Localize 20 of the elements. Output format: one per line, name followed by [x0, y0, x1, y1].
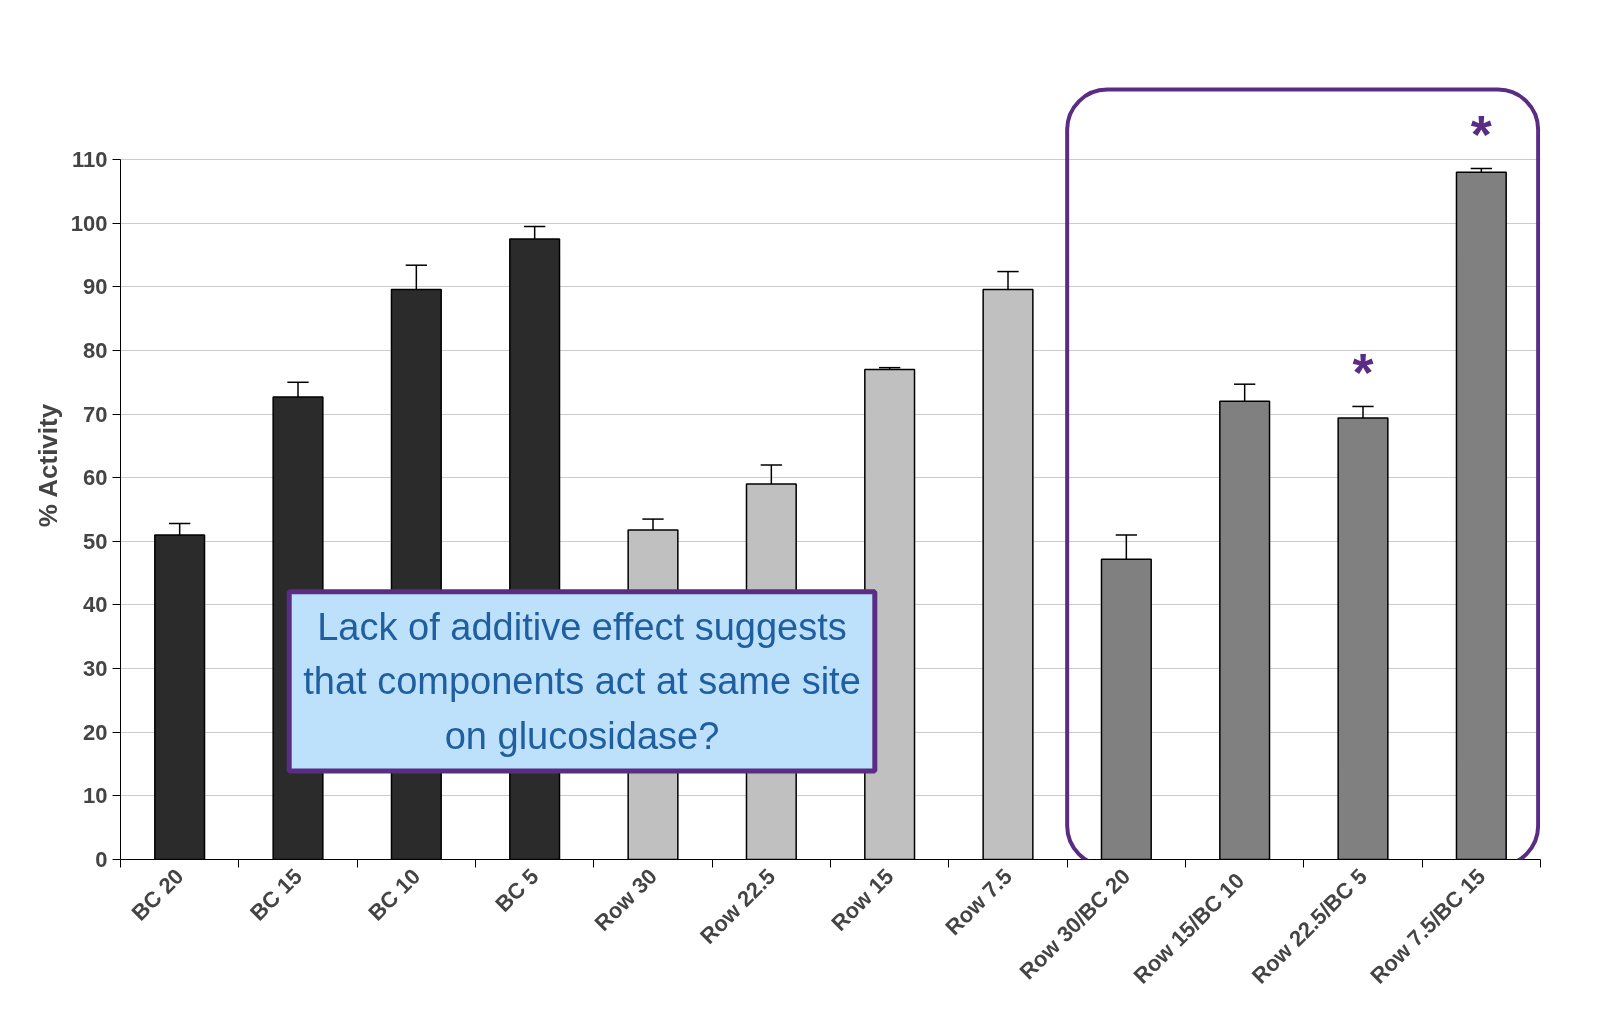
y-tick-label: 40 [83, 592, 108, 618]
annotation: * [1352, 342, 1374, 403]
y-tick-label: 70 [83, 401, 108, 427]
y-tick-label: 30 [83, 656, 108, 682]
x-tick-label: BC 15 [245, 863, 307, 926]
x-tick-label: BC 10 [363, 863, 426, 926]
x-tick-label: BC 20 [126, 863, 189, 926]
y-tick-label: 50 [83, 528, 108, 554]
y-tick-label: 60 [83, 465, 108, 491]
y-tick-label: 20 [83, 719, 108, 745]
annotation: Lack of additive effect suggests that components act at same site on glucosidase? [303, 605, 861, 757]
y-tick-label: 110 [72, 147, 108, 173]
y-tick-label: 0 [95, 847, 108, 872]
y-tick-label: 100 [70, 210, 108, 236]
x-tick-label: BC 5 [490, 863, 544, 917]
y-axis-title: % Activity [32, 403, 63, 528]
annotation: * [1470, 104, 1492, 165]
y-tick-label: 10 [83, 783, 108, 809]
y-tick-label: 80 [83, 337, 108, 363]
y-tick-label: 90 [83, 274, 108, 300]
